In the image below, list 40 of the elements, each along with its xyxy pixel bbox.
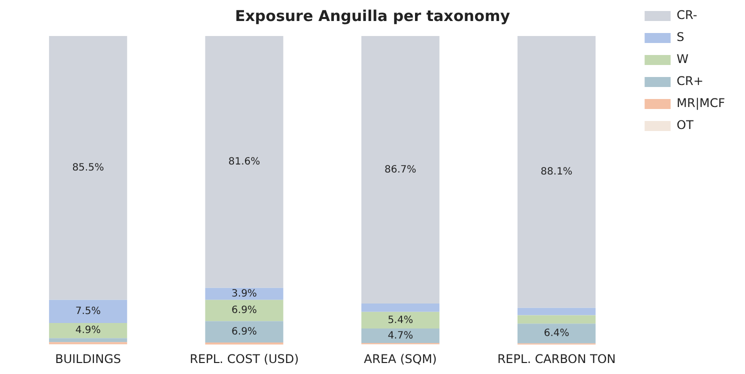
legend-label: S <box>676 30 684 44</box>
bar <box>518 36 596 308</box>
bar <box>205 300 284 322</box>
x-tick-label: AREA (SQM) <box>364 352 437 366</box>
x-tick-label: REPL. COST (USD) <box>190 352 299 366</box>
bar <box>49 300 128 323</box>
legend-label: MR|MCF <box>676 96 726 110</box>
data-label: 6.9% <box>232 305 257 316</box>
bar <box>49 323 128 338</box>
bar <box>518 324 596 344</box>
data-label: 5.4% <box>388 314 414 326</box>
bar <box>205 321 284 342</box>
data-label: 86.7% <box>384 164 416 176</box>
data-label: 88.1% <box>540 166 572 178</box>
data-label: 6.9% <box>232 326 257 338</box>
bar <box>205 36 284 288</box>
legend-label: CR+ <box>676 74 704 88</box>
data-label: 85.5% <box>72 162 104 174</box>
data-label: 4.7% <box>388 330 414 342</box>
x-tick-label: REPL. CARBON TON <box>497 352 616 366</box>
x-tick-label: BUILDINGS <box>55 352 122 366</box>
bar <box>518 315 596 324</box>
chart-title: Exposure Anguilla per taxonomy <box>234 6 510 25</box>
data-label: 6.4% <box>544 328 570 340</box>
legend-label: W <box>676 52 689 66</box>
bar <box>49 338 128 342</box>
bar <box>361 312 440 329</box>
data-label: 81.6% <box>228 156 260 168</box>
legend-label: CR- <box>676 8 698 22</box>
data-label: 4.9% <box>75 325 101 336</box>
data-label: 3.9% <box>232 288 257 300</box>
bar <box>49 36 128 300</box>
bar <box>205 342 284 345</box>
bar <box>518 308 596 316</box>
bar <box>205 288 284 300</box>
data-label: 7.5% <box>75 306 101 318</box>
legend-label: OT <box>676 118 694 132</box>
bar <box>361 328 440 344</box>
bar <box>361 36 440 304</box>
bar <box>361 304 440 312</box>
